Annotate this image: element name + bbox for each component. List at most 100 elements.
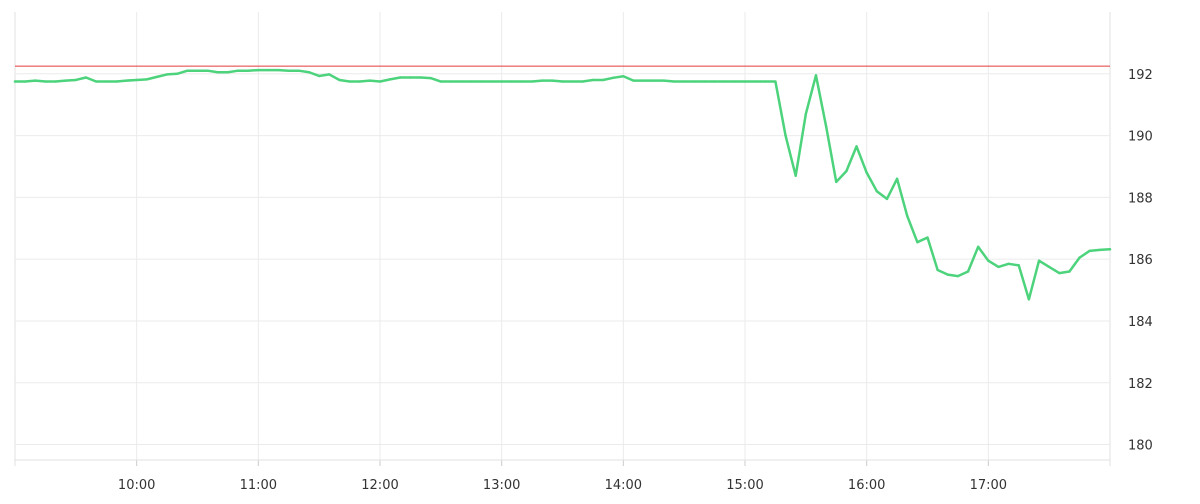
data-point-12:00: [378, 80, 382, 83]
axis-layer: [15, 459, 1110, 466]
grid-layer: [14, 12, 1111, 466]
data-point-11:05: [267, 68, 270, 72]
data-point-17:45: [1078, 256, 1081, 259]
data-point-14:55: [733, 80, 737, 83]
data-point-11:00: [257, 68, 260, 72]
data-point-13:05: [510, 80, 514, 83]
data-point-15:10: [764, 80, 767, 83]
data-point-16:00: [865, 171, 868, 174]
data-point-16:20: [906, 214, 909, 218]
data-point-13:25: [551, 79, 554, 82]
data-point-18:00: [1108, 248, 1112, 251]
data-point-10:15: [165, 73, 169, 76]
x-tick-label-12:00: 12:00: [361, 478, 398, 493]
data-point-17:20: [1027, 298, 1031, 301]
data-point-12:30: [439, 80, 443, 83]
data-point-12:05: [388, 78, 392, 81]
data-point-09:45: [105, 80, 108, 83]
data-point-17:05: [997, 265, 1000, 269]
data-point-13:15: [530, 80, 534, 83]
data-point-09:55: [125, 79, 128, 82]
data-point-12:45: [470, 80, 473, 83]
data-point-09:50: [115, 80, 118, 83]
data-point-15:05: [753, 80, 757, 83]
data-point-09:35: [84, 76, 88, 79]
data-point-10:10: [155, 75, 159, 79]
data-point-17:25: [1037, 259, 1041, 262]
data-point-17:10: [1007, 262, 1010, 266]
data-point-10:25: [186, 69, 189, 72]
data-point-10:30: [196, 69, 199, 72]
y-tick-label-180: 180: [1128, 439, 1153, 454]
data-point-14:30: [682, 80, 686, 83]
data-point-15:30: [804, 112, 808, 116]
data-point-17:55: [1098, 248, 1102, 252]
data-point-10:05: [145, 78, 149, 81]
data-point-09:00: [13, 80, 17, 83]
series-layer: [13, 68, 1112, 301]
data-point-12:20: [419, 76, 422, 79]
data-point-17:40: [1068, 270, 1071, 273]
data-point-17:50: [1088, 249, 1091, 253]
data-point-17:35: [1058, 271, 1061, 275]
data-point-16:45: [956, 274, 960, 278]
data-point-13:10: [520, 80, 524, 83]
data-point-14:00: [622, 75, 625, 78]
data-point-14:50: [723, 80, 726, 83]
label-layer: 10:00 11:00 12:00 13:00 14:00 15:00 16:00 17:00…: [118, 68, 1153, 493]
data-point-10:00: [135, 78, 138, 82]
x-tick-label-14:00: 14:00: [605, 478, 642, 493]
data-point-10:50: [236, 69, 240, 72]
data-point-15:15: [774, 80, 777, 83]
data-point-12:35: [449, 80, 453, 83]
data-point-13:55: [611, 76, 615, 80]
data-point-09:15: [44, 80, 47, 83]
data-point-16:30: [926, 236, 929, 239]
data-point-11:35: [328, 73, 331, 76]
data-point-12:10: [399, 76, 402, 79]
data-point-13:30: [561, 80, 564, 83]
data-point-11:15: [287, 69, 290, 72]
data-point-09:20: [54, 80, 57, 83]
data-point-11:45: [348, 80, 351, 83]
data-point-14:05: [632, 79, 635, 82]
data-point-11:25: [307, 71, 311, 74]
data-point-15:55: [855, 145, 858, 148]
data-point-13:20: [541, 79, 544, 82]
data-point-16:25: [916, 240, 919, 244]
data-point-16:05: [875, 190, 879, 193]
x-tick-label-13:00: 13:00: [483, 478, 520, 493]
data-point-10:45: [226, 71, 230, 74]
data-point-09:10: [34, 79, 37, 82]
data-point-16:15: [895, 177, 899, 181]
data-point-09:30: [74, 78, 78, 82]
data-point-17:15: [1017, 264, 1020, 267]
data-point-13:45: [591, 78, 595, 82]
data-point-14:20: [662, 79, 666, 82]
data-point-15:45: [835, 180, 838, 184]
data-point-11:40: [338, 78, 341, 82]
x-tick-label-16:00: 16:00: [848, 478, 885, 493]
data-point-14:15: [652, 79, 655, 82]
y-tick-label-188: 188: [1128, 191, 1153, 206]
data-point-10:55: [246, 69, 250, 72]
x-tick-label-11:00: 11:00: [240, 478, 277, 493]
data-point-13:35: [571, 80, 574, 83]
data-point-09:05: [23, 80, 27, 83]
data-point-09:40: [94, 80, 98, 83]
data-point-10:40: [216, 71, 219, 74]
data-point-11:30: [317, 74, 321, 78]
data-point-12:50: [480, 80, 483, 83]
y-tick-label-184: 184: [1128, 315, 1153, 330]
data-point-16:40: [946, 273, 949, 276]
data-point-13:50: [601, 78, 605, 82]
data-point-16:55: [976, 245, 980, 249]
data-point-14:35: [693, 80, 696, 83]
data-point-14:25: [672, 80, 676, 83]
data-point-10:20: [176, 72, 179, 75]
data-point-12:40: [459, 80, 463, 83]
y-tick-label-190: 190: [1128, 130, 1153, 145]
x-tick-label-10:00: 10:00: [118, 478, 155, 493]
data-point-15:50: [845, 169, 848, 173]
